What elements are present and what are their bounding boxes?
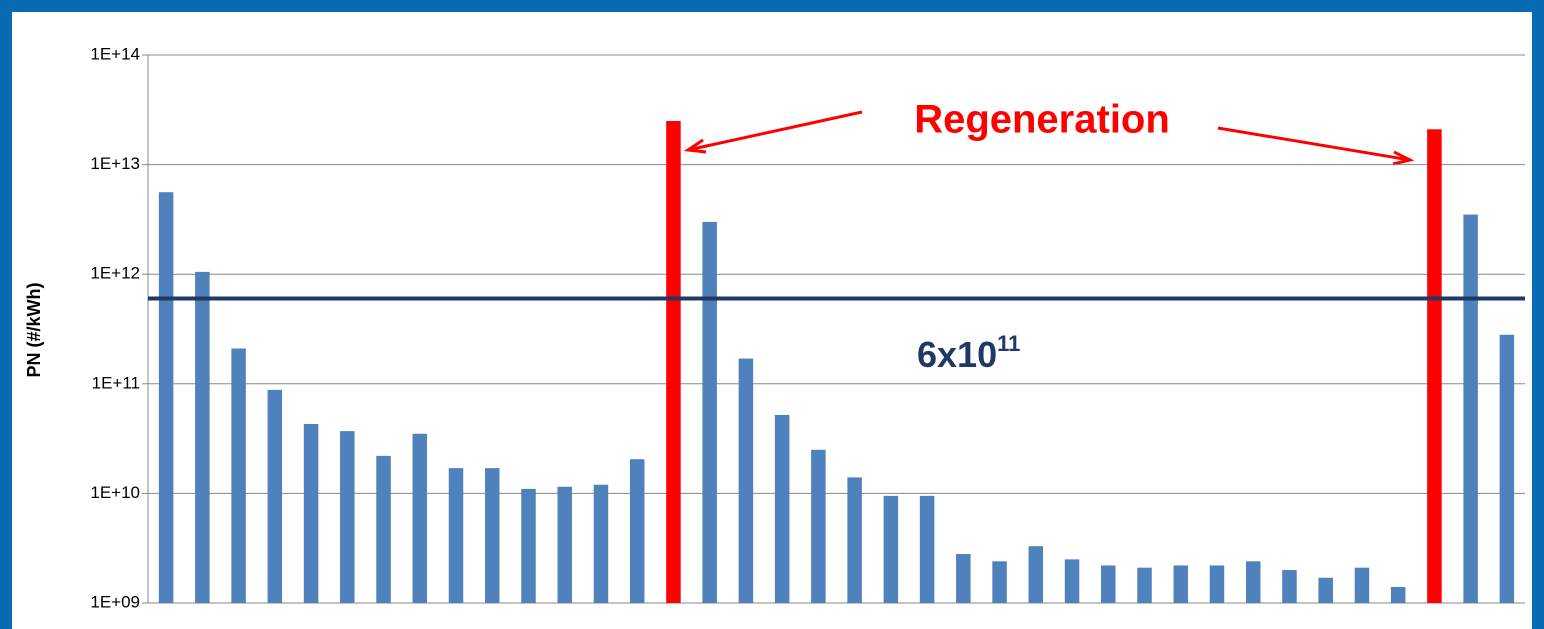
- bar: [811, 449, 826, 603]
- bar: [702, 221, 717, 603]
- arrow: [1217, 126, 1411, 162]
- y-axis-label: PN (#/kWh): [24, 282, 44, 377]
- bar: [267, 389, 283, 603]
- annotation-arrows: [683, 110, 1415, 166]
- bar: [1245, 561, 1261, 603]
- bar: [992, 561, 1007, 603]
- bar: [847, 477, 862, 603]
- bar: [376, 455, 391, 603]
- bar: [1282, 570, 1297, 603]
- bar: [629, 459, 645, 603]
- y-tick-label: 1E+13: [90, 154, 140, 173]
- bar: [557, 486, 572, 603]
- y-tick-label: 1E+14: [90, 44, 140, 63]
- y-tick-label: 1E+12: [90, 264, 140, 283]
- bar: [738, 358, 754, 603]
- bar: [1028, 546, 1044, 603]
- bar: [195, 271, 210, 603]
- bar: [303, 423, 319, 603]
- arrow: [687, 110, 863, 152]
- bar: [1463, 214, 1478, 604]
- bar: [1318, 577, 1333, 603]
- bar: [448, 468, 464, 603]
- reference-label: 6x1011: [917, 331, 1020, 375]
- arrowhead: [1392, 150, 1415, 166]
- y-tick-label: 1E+09: [90, 592, 140, 611]
- bar: [1101, 565, 1116, 603]
- bar: [919, 495, 935, 603]
- bar: [412, 433, 428, 603]
- bar: [593, 484, 609, 603]
- bar: [231, 348, 246, 603]
- bar: [883, 495, 899, 603]
- bar: [485, 468, 500, 603]
- bar: [956, 553, 971, 603]
- y-tick-label: 1E+11: [92, 373, 140, 392]
- bar: [1064, 559, 1080, 603]
- reference-label-base: 6x10: [917, 334, 997, 375]
- annotation: Regeneration: [914, 98, 1170, 142]
- bar: [1427, 129, 1442, 603]
- reference-label-exponent: 11: [997, 331, 1020, 356]
- bar: [666, 120, 681, 603]
- bar: [158, 192, 174, 603]
- bar: [1499, 334, 1515, 603]
- bar: [1390, 586, 1406, 603]
- plot: 1E+09 1E+10 1E+11 1E+12 1E+13 1E+14 6x1011: [90, 44, 1525, 611]
- bar: [1173, 565, 1188, 603]
- bar: [521, 488, 536, 603]
- bar: [1209, 565, 1225, 603]
- bar: [1354, 567, 1370, 603]
- arrowhead: [683, 138, 707, 154]
- y-tick-label: 1E+10: [90, 483, 140, 502]
- bar: [340, 431, 355, 603]
- bar: [774, 414, 790, 603]
- plot-background: [12, 12, 1532, 629]
- bar: [1137, 567, 1152, 603]
